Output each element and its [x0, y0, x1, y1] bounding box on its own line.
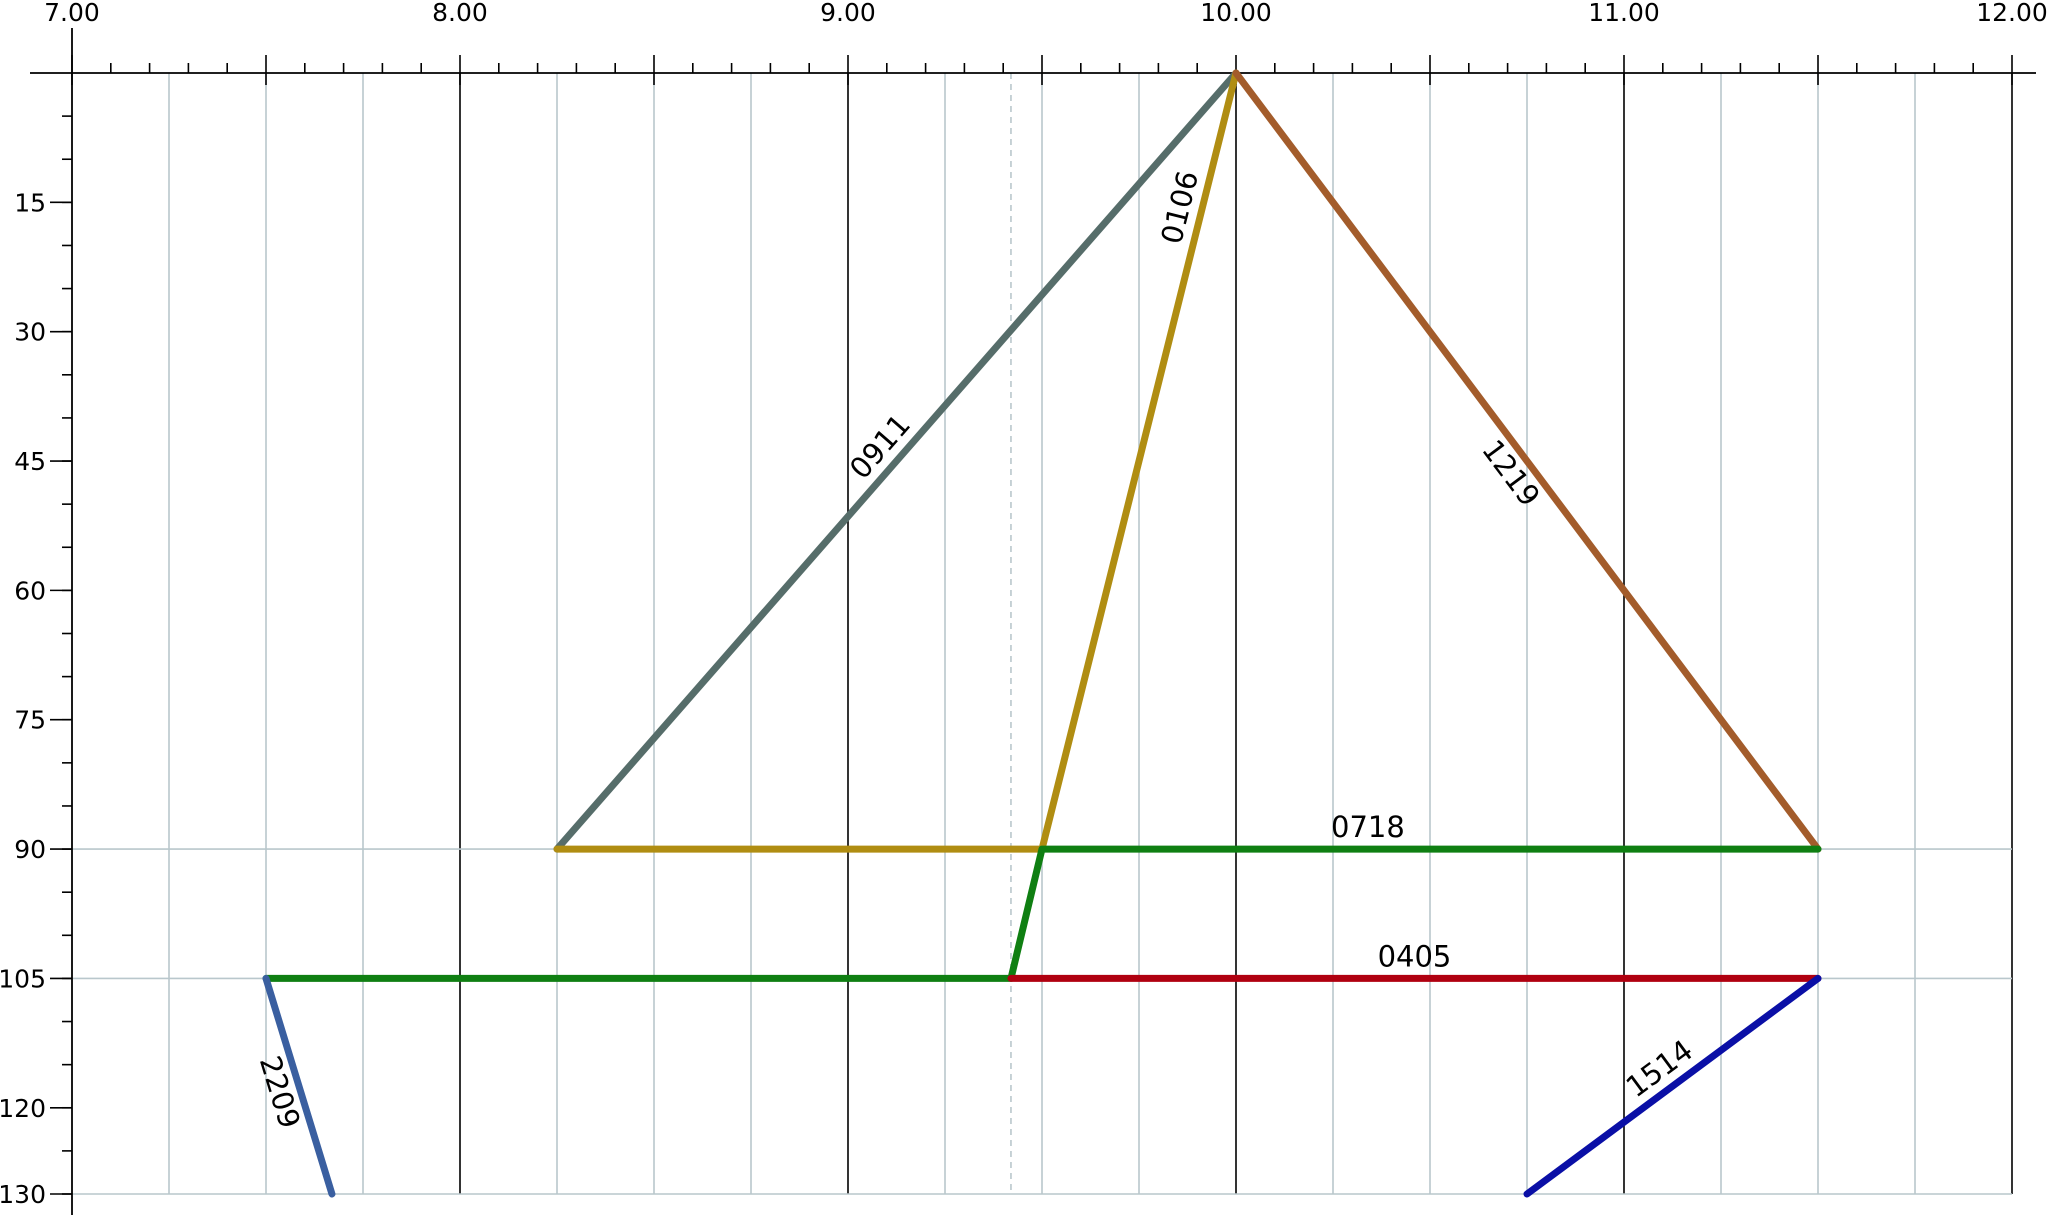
y-tick-label: 45 — [14, 447, 46, 476]
y-tick-label: 15 — [14, 188, 46, 217]
series-line-1219 — [1232, 69, 1822, 853]
y-tick-label: 60 — [14, 576, 46, 605]
x-tick-label: 12.00 — [1976, 0, 2048, 27]
x-tick-label: 8.00 — [432, 0, 488, 27]
series-line-0911 — [553, 69, 1240, 853]
x-tick-label: 9.00 — [820, 0, 876, 27]
x-tick-label: 7.00 — [44, 0, 100, 27]
series-label-0718: 0718 — [1331, 810, 1405, 844]
y-tick-label: 130 — [0, 1180, 46, 1209]
y-tick-label: 105 — [0, 964, 46, 993]
y-tick-label: 120 — [0, 1094, 46, 1123]
series-line-0718 — [262, 845, 1822, 982]
series-lines — [262, 69, 1822, 1198]
y-tick-label: 30 — [14, 318, 46, 347]
series-line-1514 — [1523, 974, 1822, 1198]
grid — [72, 73, 2013, 1195]
y-tick-label: 75 — [14, 706, 46, 735]
y-tick-label: 90 — [14, 835, 46, 864]
x-tick-label: 10.00 — [1200, 0, 1272, 27]
x-tick-label: 11.00 — [1588, 0, 1660, 27]
series-line-2209 — [262, 974, 336, 1198]
series-label-0405: 0405 — [1378, 939, 1452, 973]
